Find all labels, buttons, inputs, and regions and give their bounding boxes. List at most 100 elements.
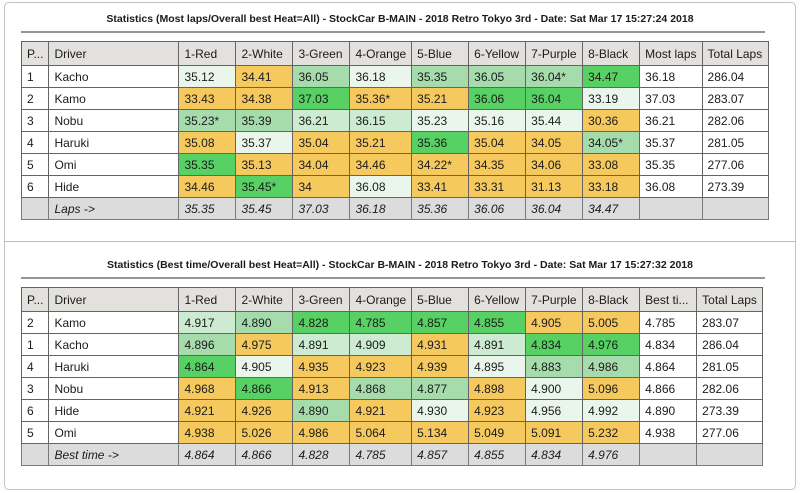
column-header-total-laps: Total Laps bbox=[696, 287, 764, 312]
column-header-total-laps: Total Laps bbox=[701, 41, 769, 66]
heat-cell: 4.931 bbox=[411, 333, 470, 356]
summary-cell: 4.834 bbox=[639, 333, 698, 356]
heat-cell: 35.35 bbox=[178, 153, 237, 176]
position-cell: 6 bbox=[20, 399, 50, 422]
heat-cell: 35.45* bbox=[235, 175, 294, 198]
position-cell: 5 bbox=[20, 153, 50, 176]
summary-cell: 35.37 bbox=[639, 131, 703, 154]
footer-value-cell: 35.45 bbox=[235, 197, 294, 220]
position-cell: 6 bbox=[20, 175, 50, 198]
footer-value-cell: 4.976 bbox=[582, 443, 641, 466]
heat-cell: 4.923 bbox=[349, 355, 413, 378]
column-header-driver: Driver bbox=[48, 287, 180, 312]
heat-cell: 34.35 bbox=[468, 153, 527, 176]
column-header-6-yellow: 6-Yellow bbox=[468, 41, 527, 66]
column-header-1-red: 1-Red bbox=[178, 41, 237, 66]
driver-cell: Nobu bbox=[48, 377, 180, 400]
title-divider bbox=[21, 277, 765, 279]
footer-empty-cell bbox=[701, 197, 769, 220]
heat-cell: 36.21 bbox=[292, 109, 351, 132]
driver-cell: Kacho bbox=[48, 65, 180, 88]
heat-cell: 4.930 bbox=[411, 399, 470, 422]
heat-cell: 4.855 bbox=[468, 311, 527, 334]
position-cell: 4 bbox=[20, 131, 50, 154]
most-laps-report-title: Statistics (Most laps/Overall best Heat=… bbox=[106, 13, 694, 25]
driver-row: 4 Haruki 4.864 4.905 4.935 4.923 4.939 4.895 4.8… bbox=[20, 355, 764, 378]
heat-cell: 31.13 bbox=[525, 175, 584, 198]
driver-row: 5 Omi 4.938 5.026 4.986 5.064 5.134 5.049 5.091 5… bbox=[20, 421, 764, 444]
total-laps-cell: 273.39 bbox=[701, 175, 769, 198]
heat-cell: 33.19 bbox=[582, 87, 641, 110]
heat-cell: 5.026 bbox=[235, 421, 294, 444]
heat-cell: 4.909 bbox=[349, 333, 413, 356]
heat-cell: 36.15 bbox=[349, 109, 413, 132]
heat-cell: 4.898 bbox=[468, 377, 527, 400]
heat-cell: 33.18 bbox=[582, 175, 641, 198]
driver-cell: Nobu bbox=[48, 109, 180, 132]
total-laps-cell: 286.04 bbox=[696, 333, 764, 356]
heat-cell: 4.905 bbox=[525, 311, 584, 334]
heat-cell: 36.04* bbox=[525, 65, 584, 88]
summary-cell: 4.890 bbox=[639, 399, 698, 422]
driver-row: 6 Hide 34.46 35.45* 34 36.08 33.41 33.31 31.13 33… bbox=[20, 175, 769, 198]
footer-row: Laps -> 35.35 35.45 37.03 36.18 35.36 36.06 36.… bbox=[20, 197, 769, 220]
position-cell: 4 bbox=[20, 355, 50, 378]
position-cell: 2 bbox=[20, 311, 50, 334]
heat-cell: 35.12 bbox=[178, 65, 237, 88]
heat-cell: 36.05 bbox=[468, 65, 527, 88]
column-header-best-ti: Best ti... bbox=[639, 287, 698, 312]
footer-value-cell: 4.855 bbox=[468, 443, 527, 466]
driver-row: 6 Hide 4.921 4.926 4.890 4.921 4.930 4.923 4.956… bbox=[20, 399, 764, 422]
heat-cell: 5.049 bbox=[468, 421, 527, 444]
footer-value-cell: 34.47 bbox=[582, 197, 641, 220]
summary-cell: 36.21 bbox=[639, 109, 703, 132]
heat-cell: 4.956 bbox=[525, 399, 584, 422]
heat-cell: 4.986 bbox=[292, 421, 351, 444]
summary-cell: 4.864 bbox=[639, 355, 698, 378]
heat-cell: 5.005 bbox=[582, 311, 641, 334]
footer-value-cell: 4.866 bbox=[235, 443, 294, 466]
heat-cell: 34.41 bbox=[235, 65, 294, 88]
heat-cell: 36.06 bbox=[468, 87, 527, 110]
heat-cell: 4.926 bbox=[235, 399, 294, 422]
heat-cell: 36.04 bbox=[525, 87, 584, 110]
driver-row: 5 Omi 35.35 35.13 34.04 34.46 34.22* 34.35 34.06… bbox=[20, 153, 769, 176]
heat-cell: 4.890 bbox=[235, 311, 294, 334]
total-laps-cell: 273.39 bbox=[696, 399, 764, 422]
heat-cell: 37.03 bbox=[292, 87, 351, 110]
total-laps-cell: 281.05 bbox=[696, 355, 764, 378]
heat-cell: 4.891 bbox=[468, 333, 527, 356]
heat-cell: 5.064 bbox=[349, 421, 413, 444]
driver-cell: Kamo bbox=[48, 311, 180, 334]
heat-cell: 4.895 bbox=[468, 355, 527, 378]
heat-cell: 4.975 bbox=[235, 333, 294, 356]
position-cell: 1 bbox=[20, 333, 50, 356]
footer-empty-cell bbox=[20, 197, 50, 220]
heat-cell: 4.883 bbox=[525, 355, 584, 378]
heat-cell: 35.37 bbox=[235, 131, 294, 154]
heat-cell: 33.41 bbox=[411, 175, 470, 198]
report-page: Statistics (Most laps/Overall best Heat=… bbox=[4, 2, 796, 490]
column-header-7-purple: 7-Purple bbox=[525, 287, 584, 312]
heat-cell: 33.08 bbox=[582, 153, 641, 176]
title-divider bbox=[21, 31, 765, 33]
column-header-5-blue: 5-Blue bbox=[411, 287, 470, 312]
footer-row: Best time -> 4.864 4.866 4.828 4.785 4.857 4.8… bbox=[20, 443, 764, 466]
heat-cell: 4.917 bbox=[178, 311, 237, 334]
heat-cell: 4.857 bbox=[411, 311, 470, 334]
heat-cell: 34.06 bbox=[525, 153, 584, 176]
position-cell: 5 bbox=[20, 421, 50, 444]
footer-empty-cell bbox=[639, 443, 698, 466]
column-header-4-orange: 4-Orange bbox=[349, 287, 413, 312]
column-header-3-green: 3-Green bbox=[292, 41, 351, 66]
footer-value-cell: 4.828 bbox=[292, 443, 351, 466]
heat-cell: 34.47 bbox=[582, 65, 641, 88]
total-laps-cell: 283.07 bbox=[696, 311, 764, 334]
heat-cell: 30.36 bbox=[582, 109, 641, 132]
footer-empty-cell bbox=[20, 443, 50, 466]
column-header-most-laps: Most laps bbox=[639, 41, 703, 66]
heat-cell: 4.868 bbox=[349, 377, 413, 400]
column-header-5-blue: 5-Blue bbox=[411, 41, 470, 66]
heat-cell: 35.13 bbox=[235, 153, 294, 176]
footer-label: Laps -> bbox=[48, 197, 180, 220]
